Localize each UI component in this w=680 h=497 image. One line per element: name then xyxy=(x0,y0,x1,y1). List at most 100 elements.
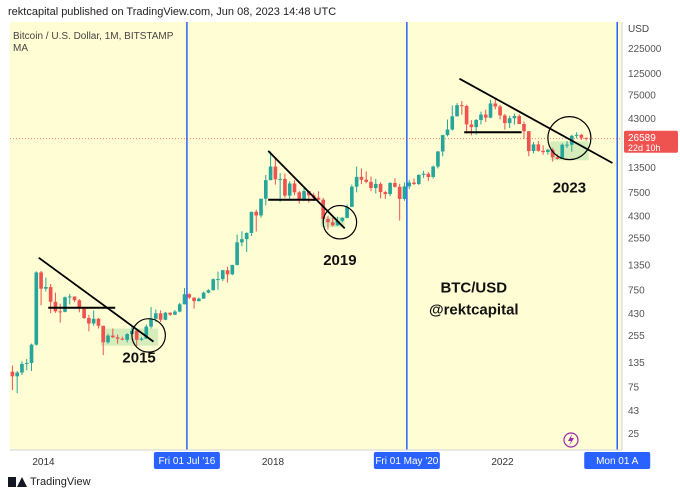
candle-2017-03 xyxy=(225,266,230,283)
annotation-1: 2019 xyxy=(323,252,356,269)
candle-2014-08 xyxy=(77,299,82,313)
candle-2014-05 xyxy=(63,296,67,313)
candle-2019-05 xyxy=(350,184,354,208)
candle-2020-04 xyxy=(402,182,407,201)
candle-2021-10 xyxy=(488,99,493,119)
candle-2015-05 xyxy=(120,336,125,341)
candle-body xyxy=(464,105,469,125)
candle-2015-09 xyxy=(139,336,144,341)
candle-body xyxy=(474,119,478,128)
candle-2018-06 xyxy=(297,190,302,204)
candle-body xyxy=(292,183,297,193)
candle-body xyxy=(187,294,192,298)
candle-2019-09 xyxy=(369,176,373,192)
candle-2019-08 xyxy=(364,171,369,184)
y-tick-label: 43000 xyxy=(628,114,656,125)
candle-body xyxy=(230,264,235,275)
candle-body xyxy=(58,311,63,313)
candle-body xyxy=(20,363,24,373)
candle-2013-11 xyxy=(34,271,39,346)
y-tick-label: 13500 xyxy=(628,163,656,174)
candle-body xyxy=(388,183,392,195)
candle-body xyxy=(235,242,239,265)
candle-2016-02 xyxy=(163,311,168,321)
lightning-icon xyxy=(563,432,579,448)
candle-2022-07 xyxy=(531,142,536,154)
time-axis-background xyxy=(0,450,680,474)
candle-2013-09 xyxy=(24,359,29,371)
candle-2016-08 xyxy=(192,297,196,309)
candle-2020-10 xyxy=(431,165,435,179)
candle-2016-12 xyxy=(211,278,216,291)
candle-body xyxy=(87,317,91,324)
candle-body xyxy=(378,183,383,193)
candle-body xyxy=(426,173,431,177)
y-tick-label: 43 xyxy=(628,406,640,417)
candle-2014-10 xyxy=(87,314,91,332)
y-tick-label: 75 xyxy=(628,383,640,394)
candle-2018-04 xyxy=(287,181,292,199)
candle-body xyxy=(149,318,153,327)
x-highlight-badge-2 xyxy=(584,452,651,469)
x-tick-label: 2022 xyxy=(491,457,514,468)
candle-2018-01 xyxy=(273,157,278,185)
candle-body xyxy=(268,166,273,181)
candle-body xyxy=(273,166,278,180)
candle-body xyxy=(197,298,201,302)
candle-2022-10 xyxy=(546,148,550,155)
footer: TradingView xyxy=(8,476,91,488)
candle-2017-04 xyxy=(230,264,235,276)
y-tick-label: 7500 xyxy=(628,188,651,199)
candle-body xyxy=(522,124,526,132)
candle-body xyxy=(383,192,388,195)
candle-2013-08 xyxy=(20,361,24,376)
candle-2013-12 xyxy=(39,270,43,306)
candle-2023-06 xyxy=(584,137,588,141)
candle-body xyxy=(550,149,555,158)
candle-body xyxy=(244,232,249,240)
candle-2022-04 xyxy=(517,114,522,125)
candle-2017-07 xyxy=(244,232,249,253)
candle-body xyxy=(297,192,302,200)
candle-2016-06 xyxy=(182,288,187,305)
candle-body xyxy=(115,337,120,339)
footer-brand: TradingView xyxy=(30,476,91,488)
breakout-circle-1 xyxy=(322,204,358,240)
candle-2016-07 xyxy=(187,293,192,299)
candle-2022-11 xyxy=(550,147,555,162)
candle-body xyxy=(220,270,225,280)
currency-label: USD xyxy=(628,24,649,35)
candle-body xyxy=(565,144,569,146)
candle-body xyxy=(283,178,287,196)
candle-2017-12 xyxy=(268,151,273,181)
lightning-icon-bolt xyxy=(568,434,574,446)
y-tick-label: 4300 xyxy=(628,211,651,222)
candle-2019-01 xyxy=(330,217,335,227)
candle-body xyxy=(177,304,182,312)
y-tick-label: 135 xyxy=(628,358,645,369)
candle-body xyxy=(560,144,565,159)
candle-2021-05 xyxy=(464,104,469,134)
candle-body xyxy=(10,371,15,377)
candle-2019-07 xyxy=(359,168,364,185)
candle-2020-05 xyxy=(407,179,412,190)
candle-body xyxy=(321,199,325,219)
candle-2021-09 xyxy=(483,109,488,122)
candle-body xyxy=(335,220,340,226)
candle-2023-05 xyxy=(579,133,584,141)
y-tick-label: 750 xyxy=(628,285,645,296)
candle-body xyxy=(412,182,416,184)
candle-body xyxy=(541,150,545,153)
candle-2014-09 xyxy=(82,307,86,320)
candle-body xyxy=(168,312,172,315)
publish-header: rektcapital published on TradingView.com… xyxy=(8,6,337,18)
candle-body xyxy=(416,174,421,184)
candle-2017-02 xyxy=(220,269,225,282)
candle-body xyxy=(555,157,560,159)
x-highlight-label-2: Mon 01 A xyxy=(596,456,639,467)
breakout-circle-0 xyxy=(131,318,166,353)
candle-body xyxy=(158,313,163,320)
y-tick-label: 225000 xyxy=(628,44,662,55)
btc-chart[interactable]: 2015 2019 2023 BTC/USD @rektcapital Bitcoin /… xyxy=(0,22,680,474)
candle-body xyxy=(316,197,321,200)
